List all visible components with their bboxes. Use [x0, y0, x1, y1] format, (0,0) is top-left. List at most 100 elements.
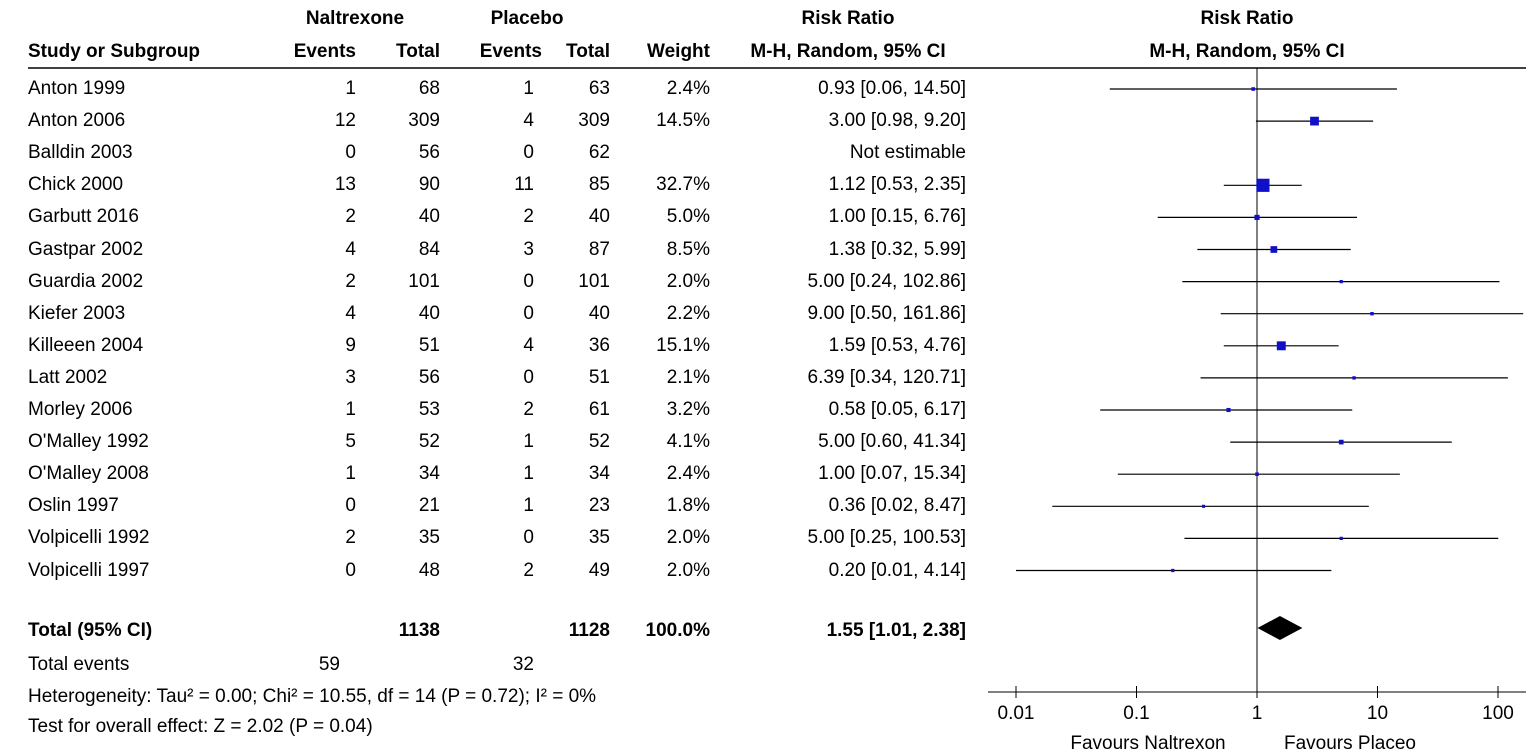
- study-ci: 3.00 [0.98, 9.20]: [828, 110, 966, 131]
- study-t1: 309: [408, 110, 440, 131]
- study-weight: 1.8%: [666, 495, 710, 516]
- study-ci: 1.00 [0.15, 6.76]: [828, 206, 966, 227]
- total-events-e2: 32: [512, 654, 534, 675]
- study-e2: 3: [523, 239, 534, 260]
- study-e2: 0: [523, 527, 534, 548]
- study-t2: 51: [588, 367, 610, 388]
- study-ci: 0.36 [0.02, 8.47]: [828, 495, 966, 516]
- study-weight: 15.1%: [656, 335, 710, 356]
- study-t1: 34: [418, 463, 440, 484]
- study-e1: 2: [345, 206, 356, 227]
- study-e1: 0: [345, 495, 356, 516]
- study-marker: [1276, 341, 1286, 351]
- study-e2: 1: [523, 495, 534, 516]
- study-t1: 21: [418, 495, 440, 516]
- study-name: Anton 2006: [28, 110, 126, 131]
- study-e2: 2: [523, 560, 534, 581]
- study-e2: 4: [523, 335, 534, 356]
- study-name: Volpicelli 1997: [28, 560, 150, 581]
- study-weight: 2.0%: [666, 560, 710, 581]
- study-t1: 40: [418, 303, 440, 324]
- study-e1: 12: [334, 110, 356, 131]
- study-marker: [1270, 246, 1278, 253]
- group2-header: Placebo: [490, 8, 564, 29]
- study-e2: 2: [523, 206, 534, 227]
- total-t1: 1138: [398, 620, 440, 641]
- study-e2: 1: [523, 463, 534, 484]
- study-e2: 4: [523, 110, 534, 131]
- study-ci: 1.38 [0.32, 5.99]: [828, 239, 966, 260]
- study-name: O'Malley 2008: [28, 463, 149, 484]
- pooled-diamond: [1257, 616, 1303, 640]
- study-e1: 2: [345, 527, 356, 548]
- study-marker: [1201, 504, 1206, 508]
- study-e2: 1: [523, 78, 534, 99]
- total1-header: Total: [396, 41, 440, 62]
- study-e1: 3: [345, 367, 356, 388]
- study-e2: 2: [523, 399, 534, 420]
- study-ci: 0.93 [0.06, 14.50]: [818, 78, 966, 99]
- total-events-e1: 59: [318, 654, 340, 675]
- study-ci: 0.58 [0.05, 6.17]: [828, 399, 966, 420]
- study-marker: [1339, 536, 1343, 541]
- study-name: Gastpar 2002: [28, 239, 144, 260]
- study-name: Morley 2006: [28, 399, 133, 420]
- study-name: Kiefer 2003: [28, 303, 126, 324]
- method-header: M-H, Random, 95% CI: [750, 41, 946, 62]
- plot-method-header: M-H, Random, 95% CI: [1149, 41, 1345, 62]
- study-t2: 35: [588, 527, 610, 548]
- study-ci: 5.00 [0.60, 41.34]: [818, 431, 966, 452]
- study-name: Garbutt 2016: [28, 206, 139, 227]
- total-events-label: Total events: [28, 654, 130, 675]
- study-e1: 1: [345, 78, 356, 99]
- group1-header: Naltrexone: [305, 8, 405, 29]
- total-t2: 1128: [568, 620, 610, 641]
- study-t2: 40: [588, 303, 610, 324]
- study-ci: 1.00 [0.07, 15.34]: [818, 463, 966, 484]
- study-e2: 1: [523, 431, 534, 452]
- study-col-header: Study or Subgroup: [28, 41, 201, 62]
- study-ci: 0.20 [0.01, 4.14]: [828, 560, 966, 581]
- study-t1: 56: [418, 367, 440, 388]
- study-name: Latt 2002: [28, 367, 108, 388]
- study-t1: 84: [418, 239, 440, 260]
- study-e1: 2: [345, 271, 356, 292]
- heterogeneity-text: Heterogeneity: Tau² = 0.00; Chi² = 10.55…: [28, 686, 597, 707]
- study-weight: 2.4%: [666, 463, 710, 484]
- rr-title: Risk Ratio: [801, 8, 895, 29]
- study-t1: 40: [418, 206, 440, 227]
- study-marker: [1171, 568, 1175, 573]
- study-e1: 0: [345, 560, 356, 581]
- study-t1: 53: [418, 399, 440, 420]
- study-marker: [1226, 407, 1231, 413]
- study-t1: 48: [418, 560, 440, 581]
- favours-right-label: Favours Placeo: [1284, 733, 1416, 752]
- study-ci: Not estimable: [849, 142, 966, 163]
- study-e1: 9: [345, 335, 356, 356]
- study-name: Anton 1999: [28, 78, 126, 99]
- study-e1: 4: [345, 239, 356, 260]
- total-weight: 100.0%: [645, 620, 710, 641]
- study-t2: 87: [588, 239, 610, 260]
- total-label: Total (95% CI): [28, 620, 153, 641]
- x-tick-label: 1: [1252, 703, 1263, 724]
- study-t2: 63: [588, 78, 610, 99]
- study-weight: 2.0%: [666, 527, 710, 548]
- x-tick-label: 10: [1367, 703, 1388, 724]
- study-name: Volpicelli 1992: [28, 527, 150, 548]
- x-tick-label: 100: [1482, 703, 1514, 724]
- study-t2: 101: [578, 271, 610, 292]
- events1-header: Events: [293, 41, 356, 62]
- study-t2: 85: [588, 174, 610, 195]
- study-t1: 101: [408, 271, 440, 292]
- study-weight: 2.2%: [666, 303, 710, 324]
- study-weight: 2.1%: [666, 367, 710, 388]
- study-marker: [1251, 87, 1255, 91]
- study-t2: 62: [588, 142, 610, 163]
- favours-left-label: Favours Naltrexon: [1070, 733, 1225, 752]
- study-e2: 0: [523, 271, 534, 292]
- study-t2: 49: [588, 560, 610, 581]
- study-e2: 11: [514, 174, 534, 195]
- study-marker: [1352, 376, 1356, 380]
